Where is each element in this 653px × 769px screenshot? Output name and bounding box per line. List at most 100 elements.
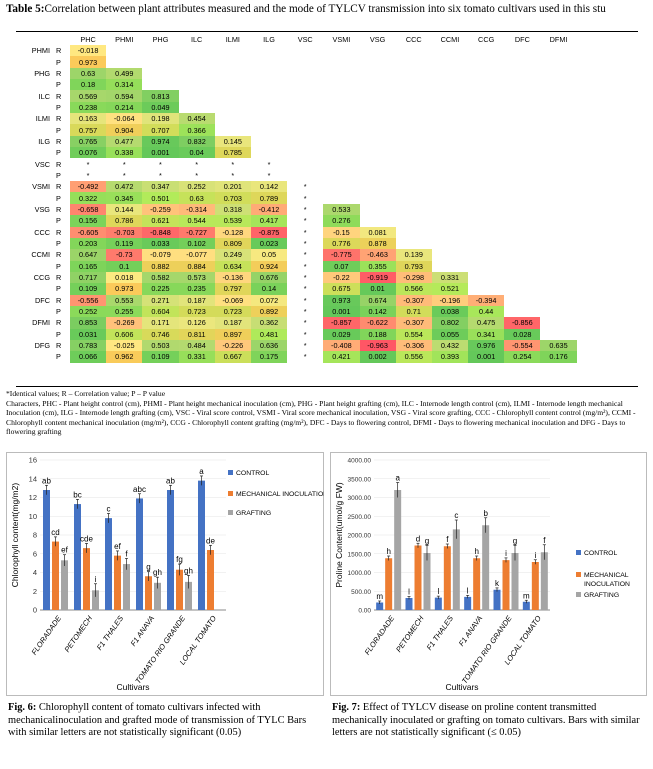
- table-cell: [468, 102, 504, 113]
- table-cell: 0.031: [70, 328, 107, 340]
- table-cell: [432, 261, 468, 272]
- table-cell: [360, 45, 396, 56]
- bar: [493, 589, 501, 610]
- table-cell: [323, 113, 359, 124]
- table-cell: [432, 136, 468, 147]
- table-cell: 0.001: [323, 305, 360, 318]
- chart-frame: [330, 452, 647, 696]
- table-cell: [504, 238, 540, 249]
- row-stat-label: R: [56, 341, 62, 351]
- row-stat-label: P: [56, 125, 61, 135]
- y-tick-label: 12: [29, 493, 37, 502]
- table-row: P 0.165 0.1 0.882 0.884 0.634 0.924 * 0.07 0.355 0…: [16, 260, 577, 272]
- table-cell: [432, 147, 468, 158]
- fig6-caption-label: Fig. 6:: [8, 702, 37, 713]
- table-cell: [504, 227, 540, 238]
- table-cell: 0.318: [214, 203, 251, 216]
- table-cell: 0.142: [359, 305, 396, 318]
- table-cell: 0.081: [359, 226, 396, 238]
- table-cell: [504, 306, 540, 317]
- y-axis-label: Chlorophyll content(mg/m2): [10, 483, 20, 588]
- table-cell: *: [303, 352, 307, 362]
- table-row: P 0.757 0.904 0.707 0.366: [16, 124, 577, 136]
- table-cell: 0.139: [395, 249, 432, 261]
- table-cell: 0.214: [106, 101, 143, 114]
- table-cell: 0.198: [142, 113, 179, 125]
- table-row: P 0.031 0.606 0.746 0.811 0.897 0.481 * 0.029 0.1…: [16, 328, 577, 340]
- table-row: ILMI R 0.163 -0.064 0.198 0.454: [16, 113, 577, 125]
- table-cell: [251, 147, 287, 158]
- correlation-table: PHC PHMI PHG ILC ILMI ILG VSC VSMI VSG CCC CCMI CCG…: [16, 33, 577, 363]
- table-cell: [468, 56, 504, 67]
- table-cell: 0.341: [468, 328, 505, 340]
- table-cell: [504, 295, 540, 306]
- table-cell: [360, 79, 396, 90]
- table-cell: -0.307: [395, 317, 432, 329]
- table-cell: *: [303, 239, 307, 249]
- table-cell: 0.421: [323, 351, 360, 363]
- table-cell: [360, 102, 396, 113]
- table-cell: 0.71: [395, 305, 432, 318]
- y-tick-label: 500.00: [351, 589, 371, 596]
- significance-letter: c: [107, 504, 111, 513]
- table-cell: [396, 102, 432, 113]
- table-cell: [142, 45, 178, 56]
- row-stat-label: R: [56, 318, 62, 328]
- bar: [414, 545, 422, 610]
- table-cell: 0.717: [70, 271, 107, 284]
- legend-label: MECHANICAL: [584, 572, 629, 579]
- significance-letter: d: [416, 534, 420, 543]
- table-cell: [323, 170, 359, 181]
- x-category-label: F1 THALES: [95, 614, 125, 652]
- row-label: PHMI: [31, 46, 50, 56]
- significance-letter: i: [534, 551, 536, 560]
- table-row: PHG R 0.63 0.499: [16, 67, 577, 80]
- table-cell: 0.05: [250, 249, 288, 261]
- table-cell: [468, 261, 504, 272]
- bar: [136, 498, 143, 610]
- table-cell: [287, 170, 323, 181]
- table-cell: 0.802: [431, 317, 469, 329]
- table-cell: -0.128: [214, 226, 251, 238]
- significance-letter: m: [376, 592, 383, 601]
- table-cell: 0.201: [214, 181, 251, 193]
- table-cell: -0.848: [142, 226, 179, 238]
- table-cell: 0.924: [250, 260, 288, 272]
- table-cell: [396, 136, 432, 147]
- table-cell: -0.079: [142, 249, 179, 261]
- table-cell: 0.187: [178, 294, 215, 306]
- table-cell: [323, 181, 359, 192]
- row-stat-label: R: [56, 68, 62, 78]
- table-cell: -0.463: [359, 249, 396, 261]
- table-cell: [468, 249, 504, 260]
- table-cell: [323, 136, 359, 147]
- table-cell: [396, 215, 432, 226]
- table-cell: -0.136: [214, 271, 251, 284]
- table-cell: [215, 56, 251, 67]
- table-cell: *: [159, 170, 162, 180]
- y-tick-label: 2000.00: [348, 533, 372, 540]
- table-cell: [215, 124, 251, 135]
- table-cell: 0.582: [142, 271, 179, 284]
- fig7-caption-label: Fig. 7:: [332, 702, 361, 713]
- table-cell: [287, 79, 323, 90]
- table-cell: [179, 102, 215, 113]
- table-cell: 0.786: [106, 215, 143, 227]
- table-cell: *: [303, 307, 307, 317]
- table-cell: 0.01: [359, 283, 396, 295]
- table-cell: [540, 215, 576, 226]
- table-cell: [432, 227, 468, 238]
- table-row: VSMI R -0.492 0.472 0.347 0.252 0.201 0.142 *: [16, 181, 577, 193]
- significance-letter: h: [386, 547, 390, 556]
- table-cell: [468, 158, 504, 169]
- table-row: VSC R * * * * * *: [16, 158, 577, 169]
- column-header: VSC: [297, 34, 313, 44]
- bar: [522, 601, 530, 610]
- table-cell: [468, 79, 504, 90]
- table-cell: 0.604: [142, 305, 179, 318]
- table-cell: [323, 147, 359, 158]
- table-cell: -0.919: [359, 271, 396, 284]
- table-cell: [540, 272, 576, 283]
- row-label: [16, 192, 53, 203]
- table-cell: -0.314: [178, 203, 215, 216]
